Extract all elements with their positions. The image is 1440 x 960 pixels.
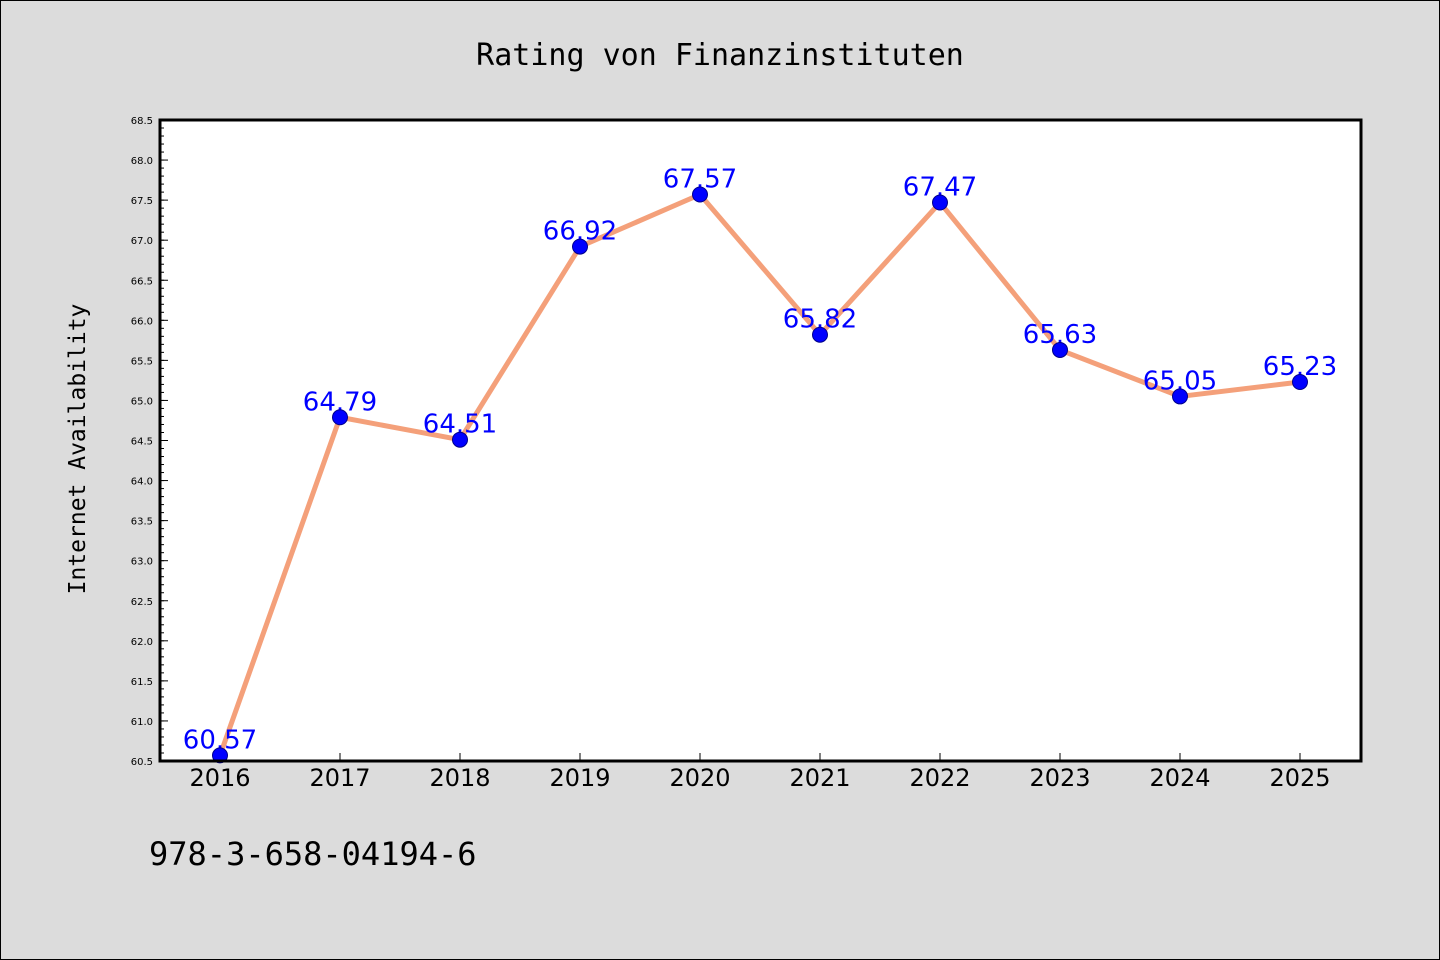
x-tick-label: 2023 — [1029, 764, 1090, 792]
y-tick-label: 65.5 — [131, 356, 153, 367]
y-tick-label: 62.0 — [131, 637, 153, 648]
data-point — [932, 194, 948, 211]
x-tick-label: 2025 — [1269, 764, 1330, 792]
x-tick-label: 2021 — [789, 764, 850, 792]
y-axis-label: Internet Availability — [65, 304, 91, 595]
data-point — [572, 238, 588, 255]
y-tick-label: 68.5 — [131, 116, 153, 127]
data-point — [452, 431, 468, 448]
series-line — [217, 192, 1303, 758]
x-tick-label: 2022 — [909, 764, 970, 792]
data-point — [812, 326, 828, 343]
y-tick-label: 63.0 — [131, 557, 153, 568]
data-point — [1052, 341, 1068, 358]
chart-title: Rating von Finanzinstituten — [476, 38, 964, 73]
data-point — [1172, 388, 1188, 405]
y-tick-label: 64.0 — [131, 477, 153, 488]
y-tick-label: 67.0 — [131, 236, 153, 247]
data-point — [332, 409, 348, 426]
y-tick-labels: 60.5 61.0 61.5 62.0 62.5 63.0 63.5 64.0 64.5 65.0… — [131, 116, 153, 768]
y-tick-label: 66.5 — [131, 276, 153, 287]
y-tick-label: 68.0 — [131, 156, 153, 167]
y-tick-label: 67.5 — [131, 196, 153, 207]
x-tick-label: 2020 — [669, 764, 730, 792]
x-tick-label: 2016 — [189, 764, 250, 792]
data-points — [212, 186, 1308, 764]
data-point — [1292, 374, 1308, 391]
y-tick-label: 61.0 — [131, 717, 153, 728]
plot-area — [160, 120, 1361, 761]
data-point — [692, 186, 708, 203]
footer-isbn: 978-3-658-04194-6 — [149, 835, 477, 873]
x-tick-label: 2018 — [429, 764, 490, 792]
y-tick-label: 62.5 — [131, 597, 153, 608]
y-tick-label: 63.5 — [131, 517, 153, 528]
x-tick-label: 2017 — [309, 764, 370, 792]
x-tick-label: 2019 — [549, 764, 610, 792]
data-point — [212, 747, 228, 764]
x-tick-label: 2024 — [1149, 764, 1210, 792]
y-tick-label: 64.5 — [131, 437, 153, 448]
y-tick-label: 66.0 — [131, 316, 153, 327]
y-tick-label: 60.5 — [131, 757, 153, 768]
x-tick-labels: 2016 2017 2018 2019 2020 2021 2022 2023 2024 2025 — [189, 764, 1330, 792]
plot-frame — [158, 118, 1363, 763]
y-tick-label: 61.5 — [131, 677, 153, 688]
y-tick-label: 65.0 — [131, 396, 153, 407]
